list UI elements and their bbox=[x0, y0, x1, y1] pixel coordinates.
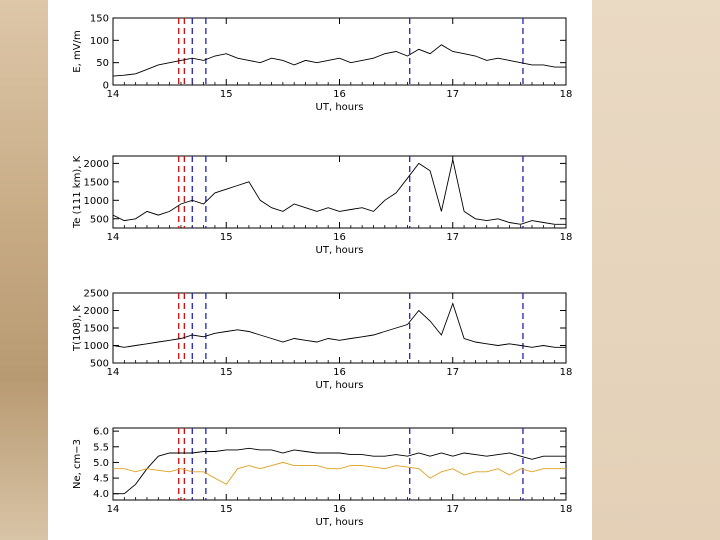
series-line-2 bbox=[113, 461, 566, 485]
series-line-1 bbox=[113, 159, 566, 225]
x-axis-label: UT, hours bbox=[316, 245, 364, 256]
y-tick-label: 1000 bbox=[84, 341, 109, 352]
y-tick-label: 4.5 bbox=[93, 474, 109, 485]
y-axis-label: T(108), K bbox=[72, 305, 83, 352]
chart-panel-4: 14 15 16 17 18 4.0 4.5 5.0 5.5 6.0 UT, hours Ne, cm… bbox=[72, 427, 572, 528]
y-tick-label: 150 bbox=[90, 14, 109, 25]
y-tick-label: 1500 bbox=[84, 324, 109, 335]
series-line-1 bbox=[113, 447, 566, 495]
figure-panel bbox=[48, 0, 592, 540]
x-tick-label: 17 bbox=[446, 367, 459, 378]
x-tick-label: 17 bbox=[446, 89, 459, 100]
x-tick-label: 16 bbox=[333, 232, 346, 243]
x-tick-label: 14 bbox=[107, 504, 120, 515]
y-axis-label: E, mV/m bbox=[72, 30, 83, 72]
x-tick-label: 15 bbox=[220, 367, 233, 378]
y-tick-label: 6.0 bbox=[93, 427, 109, 438]
x-tick-label: 14 bbox=[107, 89, 120, 100]
x-axis-label: UT, hours bbox=[316, 517, 364, 528]
x-tick-label: 16 bbox=[333, 89, 346, 100]
y-tick-label: 500 bbox=[90, 214, 109, 225]
y-tick-label: 5.0 bbox=[93, 458, 109, 469]
plot-frame bbox=[112, 155, 567, 229]
x-tick-label: 18 bbox=[560, 504, 573, 515]
x-tick-label: 18 bbox=[560, 367, 573, 378]
y-tick-label: 5.5 bbox=[93, 442, 109, 453]
x-tick-label: 14 bbox=[107, 232, 120, 243]
y-tick-label: 2000 bbox=[84, 159, 109, 170]
y-tick-label: 1500 bbox=[84, 177, 109, 188]
x-tick-label: 17 bbox=[446, 504, 459, 515]
x-tick-label: 18 bbox=[560, 232, 573, 243]
x-tick-label: 15 bbox=[220, 504, 233, 515]
background-left bbox=[0, 0, 48, 540]
y-tick-label: 100 bbox=[90, 36, 109, 47]
y-tick-label: 1000 bbox=[84, 196, 109, 207]
y-axis-label: Te (111 km), K bbox=[72, 155, 83, 229]
y-axis-label: Ne, cm−3 bbox=[72, 439, 83, 489]
plot-frame bbox=[112, 427, 567, 501]
x-tick-label: 16 bbox=[333, 504, 346, 515]
y-tick-label: 2500 bbox=[84, 289, 109, 300]
y-tick-label: 4.0 bbox=[93, 489, 109, 500]
background-right bbox=[592, 0, 720, 540]
x-tick-label: 15 bbox=[220, 89, 233, 100]
plot-frame bbox=[112, 292, 567, 364]
x-axis-label: UT, hours bbox=[316, 380, 364, 391]
series-line-1 bbox=[113, 44, 566, 77]
y-tick-label: 0 bbox=[103, 81, 109, 92]
y-tick-label: 50 bbox=[96, 58, 109, 69]
y-tick-label: 2000 bbox=[84, 306, 109, 317]
x-tick-label: 14 bbox=[107, 367, 120, 378]
chart-panel-3: 14 15 16 17 18 500 1000 1500 2000 2500 UT, hours T(… bbox=[72, 289, 572, 392]
series-line-1 bbox=[113, 302, 566, 348]
x-tick-label: 18 bbox=[560, 89, 573, 100]
x-tick-label: 16 bbox=[333, 367, 346, 378]
chart-panel-2: 14 15 16 17 18 500 1000 1500 2000 UT, hours Te (11… bbox=[72, 155, 572, 256]
chart-panel-1: 14 15 16 17 18 0 50 100 150 UT, hours E, mV/m bbox=[72, 14, 572, 114]
x-tick-label: 17 bbox=[446, 232, 459, 243]
x-axis-label: UT, hours bbox=[316, 102, 364, 113]
plot-frame bbox=[112, 17, 567, 86]
y-tick-label: 500 bbox=[90, 359, 109, 370]
x-tick-label: 15 bbox=[220, 232, 233, 243]
